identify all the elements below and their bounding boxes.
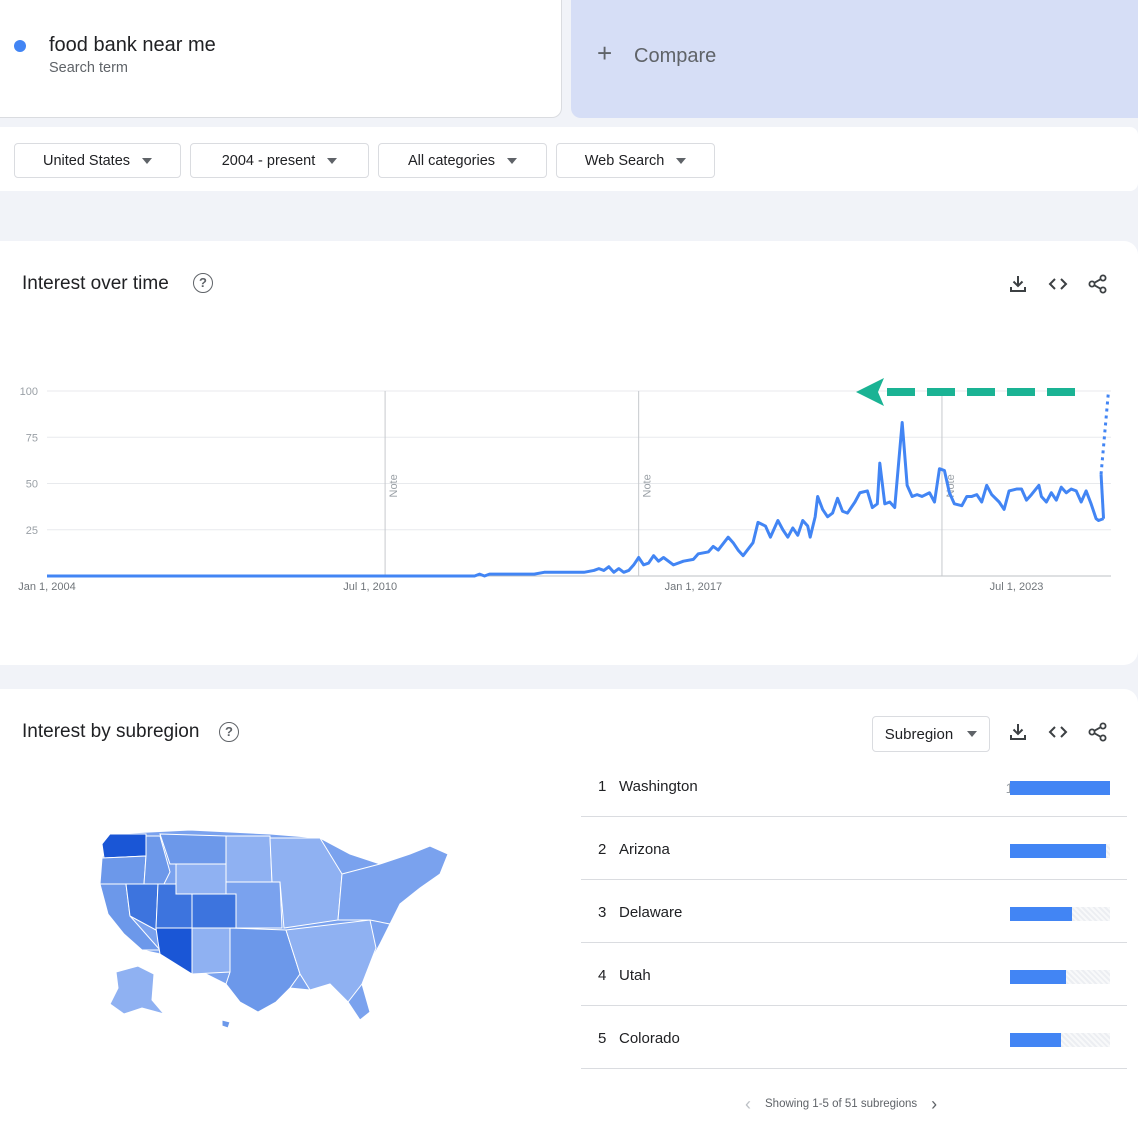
ranking-row[interactable]: 5 Colorado 51 — [581, 1006, 1127, 1069]
compare-button[interactable]: + Compare — [571, 0, 1138, 118]
time-filter-label: 2004 - present — [221, 152, 316, 169]
map-region-alaska[interactable] — [109, 965, 166, 1015]
ranking-row[interactable]: 4 Utah 56 — [581, 943, 1127, 1006]
share-icon[interactable] — [1086, 272, 1110, 296]
interest-by-subregion-title: Interest by subregion — [22, 721, 200, 742]
dropdown-caret-icon — [507, 157, 518, 164]
help-icon[interactable]: ? — [193, 273, 213, 293]
ranking-name[interactable]: Utah — [619, 967, 651, 984]
ranking-number: 1 — [598, 778, 607, 795]
chevron-left-icon[interactable]: ‹ — [745, 1094, 751, 1114]
ranking-bar-track — [1010, 907, 1110, 921]
geo-filter[interactable]: United States — [14, 143, 181, 178]
x-tick-label: Jul 1, 2010 — [343, 581, 397, 593]
ranking-bar-track — [1010, 970, 1110, 984]
ranking-name[interactable]: Colorado — [619, 1030, 680, 1047]
map-region-hawaii[interactable] — [221, 1019, 231, 1029]
map-region-colorado[interactable] — [191, 893, 237, 929]
map-region-wyoming[interactable] — [175, 863, 227, 895]
ranking-bar — [1010, 844, 1106, 858]
pagination: ‹ Showing 1-5 of 51 subregions › — [745, 1094, 937, 1114]
property-filter[interactable]: Web Search — [556, 143, 715, 178]
ranking-bar-track — [1010, 1033, 1110, 1047]
x-tick-label: Jan 1, 2017 — [665, 581, 723, 593]
ranking-bar-track — [1010, 844, 1110, 858]
y-tick-label: 25 — [26, 525, 38, 537]
resolution-dropdown[interactable]: Subregion — [872, 716, 990, 752]
x-tick-label: Jan 1, 2004 — [18, 581, 76, 593]
ranking-name[interactable]: Washington — [619, 778, 698, 795]
us-map[interactable] — [80, 824, 460, 1044]
map-region-washington[interactable] — [101, 833, 147, 859]
y-tick-label: 75 — [26, 432, 38, 444]
map-region-midwest[interactable] — [269, 837, 343, 929]
compare-label: Compare — [634, 45, 717, 67]
dropdown-caret-icon — [327, 157, 338, 164]
dropdown-caret-icon — [967, 731, 978, 737]
map-region-south[interactable] — [285, 919, 377, 1003]
plus-icon: + — [597, 38, 613, 68]
ranking-bar — [1010, 970, 1066, 984]
x-tick-label: Jul 1, 2023 — [990, 581, 1044, 593]
map-region-dakotas[interactable] — [225, 835, 273, 883]
ranking-number: 4 — [598, 967, 607, 984]
note-label: Note — [388, 474, 400, 497]
y-tick-label: 50 — [26, 479, 38, 491]
ranking-row[interactable]: 2 Arizona 96 — [581, 817, 1127, 880]
ranking-name[interactable]: Arizona — [619, 841, 670, 858]
y-tick-label: 100 — [20, 386, 38, 398]
series-line — [47, 420, 1105, 578]
embed-icon[interactable] — [1046, 272, 1070, 296]
interest-over-time-chart[interactable]: Note Note Note 100 75 50 25 Jan 1, 2004 Jul 1, … — [0, 241, 1138, 665]
ranking-bar — [1010, 907, 1072, 921]
interest-by-subregion-panel: Interest by subregion ? Subregion — [0, 689, 1138, 1122]
property-filter-label: Web Search — [584, 152, 665, 169]
download-icon[interactable] — [1006, 720, 1030, 744]
chevron-right-icon[interactable]: › — [931, 1094, 938, 1114]
share-icon[interactable] — [1086, 720, 1110, 744]
pagination-label: Showing 1-5 of 51 subregions — [765, 1098, 918, 1110]
map-region-oregon[interactable] — [99, 855, 147, 885]
time-filter[interactable]: 2004 - present — [190, 143, 369, 178]
interest-over-time-title: Interest over time — [22, 273, 169, 294]
ranking-number: 3 — [598, 904, 607, 921]
download-icon[interactable] — [1006, 272, 1030, 296]
ranking-number: 5 — [598, 1030, 607, 1047]
ranking-bar-track — [1010, 781, 1110, 795]
map-region-northeast[interactable] — [337, 845, 449, 925]
dropdown-caret-icon — [142, 157, 153, 164]
ranking-name[interactable]: Delaware — [619, 904, 683, 921]
ranking-bar — [1010, 781, 1110, 795]
map-region-arizona[interactable] — [155, 927, 193, 975]
search-term-card[interactable]: food bank near me Search term — [0, 0, 562, 118]
interest-over-time-panel: Interest over time ? Note Note Note 100 75 5… — [0, 241, 1138, 665]
dropdown-caret-icon — [676, 157, 687, 164]
help-icon[interactable]: ? — [219, 722, 239, 742]
map-region-montana[interactable] — [159, 833, 227, 865]
note-label: Note — [642, 474, 654, 497]
ranking-bar — [1010, 1033, 1061, 1047]
resolution-dropdown-label: Subregion — [884, 725, 954, 743]
map-region-new-mexico[interactable] — [191, 927, 231, 975]
series-line-partial — [1099, 390, 1111, 475]
search-term-name[interactable]: food bank near me — [49, 34, 216, 56]
subregion-ranking-list: 1 Washington 100 2 Arizona 96 3 Delaware… — [581, 754, 1127, 1069]
annotation-arrowhead — [856, 378, 884, 406]
category-filter-label: All categories — [407, 152, 496, 169]
filter-bar: United States 2004 - present All categor… — [0, 127, 1138, 191]
ranking-number: 2 — [598, 841, 607, 858]
series-line-recent — [1099, 474, 1106, 519]
series-color-dot — [14, 40, 26, 52]
category-filter[interactable]: All categories — [378, 143, 547, 178]
search-term-subtitle: Search term — [49, 60, 128, 76]
embed-icon[interactable] — [1046, 720, 1070, 744]
ranking-row[interactable]: 1 Washington 100 — [581, 754, 1127, 817]
geo-filter-label: United States — [42, 152, 131, 169]
ranking-row[interactable]: 3 Delaware 62 — [581, 880, 1127, 943]
